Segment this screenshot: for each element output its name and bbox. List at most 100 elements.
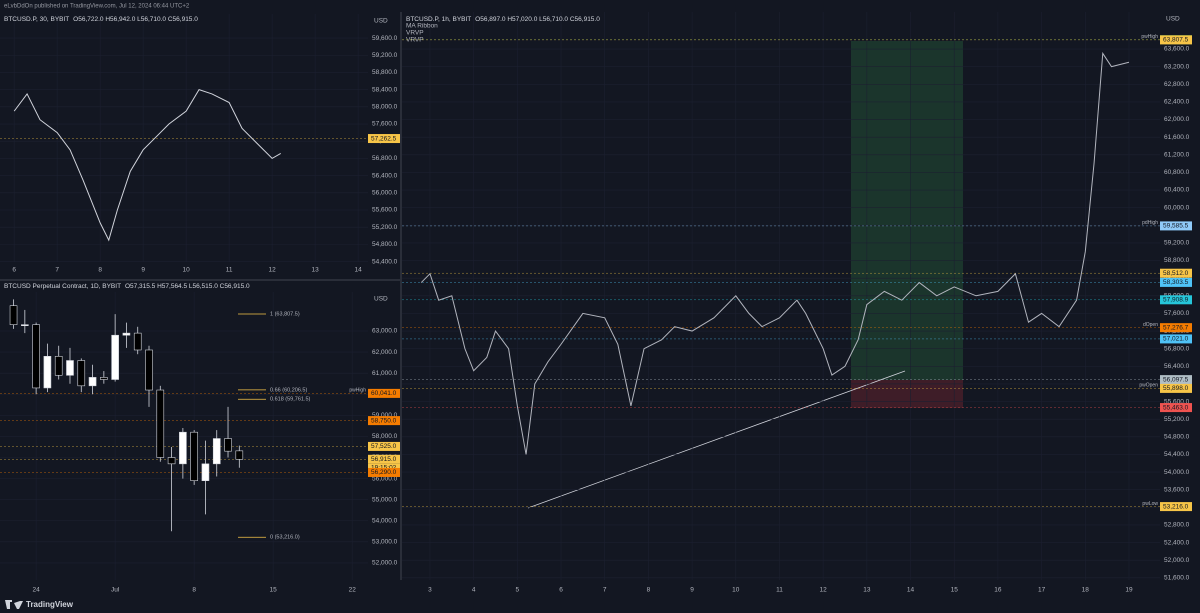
x-tick-label: 12 (269, 267, 277, 274)
ohlc: O56,897.0 H57,020.0 L56,710.0 C56,915.0 (475, 16, 600, 23)
y-tick-label: 52,800.0 (1164, 522, 1190, 529)
price-label: 56,915.0 (371, 456, 397, 463)
price-label-bg (1160, 383, 1192, 393)
candle-body (224, 438, 232, 452)
y-tick-label: 55,000.0 (372, 496, 398, 503)
candle-body (122, 332, 131, 336)
y-tick-label: 58,400.0 (372, 86, 398, 93)
x-tick-label: 9 (690, 587, 694, 594)
candle-body (43, 356, 52, 389)
candle-body (167, 457, 176, 465)
y-tick-label: 55,600.0 (372, 207, 398, 214)
x-tick-label: 19 (1125, 587, 1133, 594)
y-tick-label: 58,000.0 (372, 433, 398, 440)
price-label: 53,216.0 (1163, 503, 1189, 510)
level-tag: pwLow (1142, 501, 1158, 507)
y-tick-label: 54,000.0 (1164, 469, 1190, 476)
price-label: 58,512.0 (1163, 270, 1189, 277)
x-tick-label: 22 (349, 587, 357, 594)
brand-name: TradingView (26, 600, 74, 609)
x-tick-label: 10 (183, 267, 191, 274)
x-tick-label: 13 (863, 587, 871, 594)
candle-body (145, 349, 153, 391)
candle-body (66, 360, 74, 376)
candle-body (133, 332, 142, 351)
fib-label: 0.618 (59,761.5) (270, 397, 311, 403)
x-tick-label: 8 (647, 587, 651, 594)
candle-body (179, 431, 187, 465)
y-tick-label: 58,000.0 (372, 104, 398, 111)
price-label-bg (1160, 502, 1192, 512)
price-label: 55,463.0 (1163, 404, 1189, 411)
x-tick-label: 14 (907, 587, 915, 594)
price-label-bg (1160, 277, 1192, 287)
trendline (527, 370, 906, 509)
price-label: 58,750.0 (371, 417, 397, 424)
candle-body (235, 450, 244, 460)
y-tick-label: 62,000.0 (1164, 116, 1190, 123)
price-label-bg (1160, 295, 1192, 305)
level-tag: dOpen (1143, 322, 1158, 328)
level-tag: pwOpen (1139, 383, 1158, 389)
y-tick-label: 53,000.0 (372, 539, 398, 546)
x-tick-label: 10 (732, 587, 740, 594)
price-label-bg (368, 463, 400, 472)
chart-title: BTCUSD.P, 30, BYBIT O56,722.0 H56,942.0 L… (4, 16, 198, 23)
candle-body (32, 324, 40, 389)
y-tick-label: 60,800.0 (1164, 169, 1190, 176)
y-tick-label: 57,600.0 (372, 121, 398, 128)
ohlc: O57,315.5 H57,564.5 L56,515.0 C56,915.0 (125, 283, 250, 290)
level-tag: pwHigh (1141, 34, 1158, 40)
x-tick-label: 7 (603, 587, 607, 594)
fib-label: 0.66 (60,206.5) (270, 387, 307, 393)
price-label: 57,021.0 (1163, 336, 1189, 343)
y-tick-label: 54,800.0 (372, 241, 398, 248)
currency-label: USD (374, 18, 388, 25)
price-label-bg (1160, 323, 1192, 333)
x-tick-label: Jul (111, 587, 120, 594)
y-tick-label: 56,400.0 (372, 172, 398, 179)
y-tick-label: 55,200.0 (372, 224, 398, 231)
x-tick-label: 11 (776, 587, 783, 594)
x-tick-label: 5 (516, 587, 520, 594)
y-tick-label: 56,800.0 (372, 155, 398, 162)
candle-body (111, 334, 119, 380)
fib-label: 0 (53,216.0) (270, 535, 300, 541)
x-tick-label: 6 (559, 587, 563, 594)
price-label: 56,097.5 (1163, 376, 1189, 383)
x-tick-label: 8 (98, 267, 102, 274)
long-position-target (851, 41, 963, 380)
price-label: 58,303.5 (1163, 279, 1189, 286)
y-tick-label: 63,000.0 (372, 328, 398, 335)
price-label: 59,585.5 (1163, 223, 1189, 230)
y-tick-label: 54,800.0 (1164, 434, 1190, 441)
x-tick-label: 11 (226, 267, 233, 274)
y-tick-label: 54,000.0 (372, 517, 398, 524)
price-label-bg (368, 441, 400, 451)
y-tick-label: 54,400.0 (372, 258, 398, 265)
x-tick-label: 13 (312, 267, 320, 274)
currency-label: USD (374, 296, 388, 303)
x-tick-label: 14 (354, 267, 362, 274)
y-tick-label: 59,000.0 (372, 412, 398, 419)
price-label: 57,262.5 (371, 135, 397, 142)
chart-title: BTCUSD.P, 1h, BYBIT O56,897.0 H57,020.0 L… (406, 16, 600, 23)
x-tick-label: 8 (192, 587, 196, 594)
x-tick-label: 6 (12, 267, 16, 274)
footer-bar (0, 580, 1200, 613)
y-tick-label: 58,800.0 (372, 69, 398, 76)
symbol: BTCUSD Perpetual Contract, 1D, BYBIT (4, 283, 121, 290)
x-tick-label: 16 (994, 587, 1002, 594)
y-tick-label: 62,000.0 (372, 349, 398, 356)
long-position-stop (851, 380, 963, 408)
price-label-bg (368, 467, 400, 477)
price-label-bg (1160, 35, 1192, 45)
price-label-bg (368, 388, 400, 398)
candle-body (21, 324, 29, 326)
panel-divider (400, 12, 402, 580)
price-label: 57,908.9 (1163, 297, 1189, 304)
price-label-bg (1160, 221, 1192, 231)
x-tick-label: 4 (472, 587, 476, 594)
y-tick-label: 56,000.0 (372, 190, 398, 197)
